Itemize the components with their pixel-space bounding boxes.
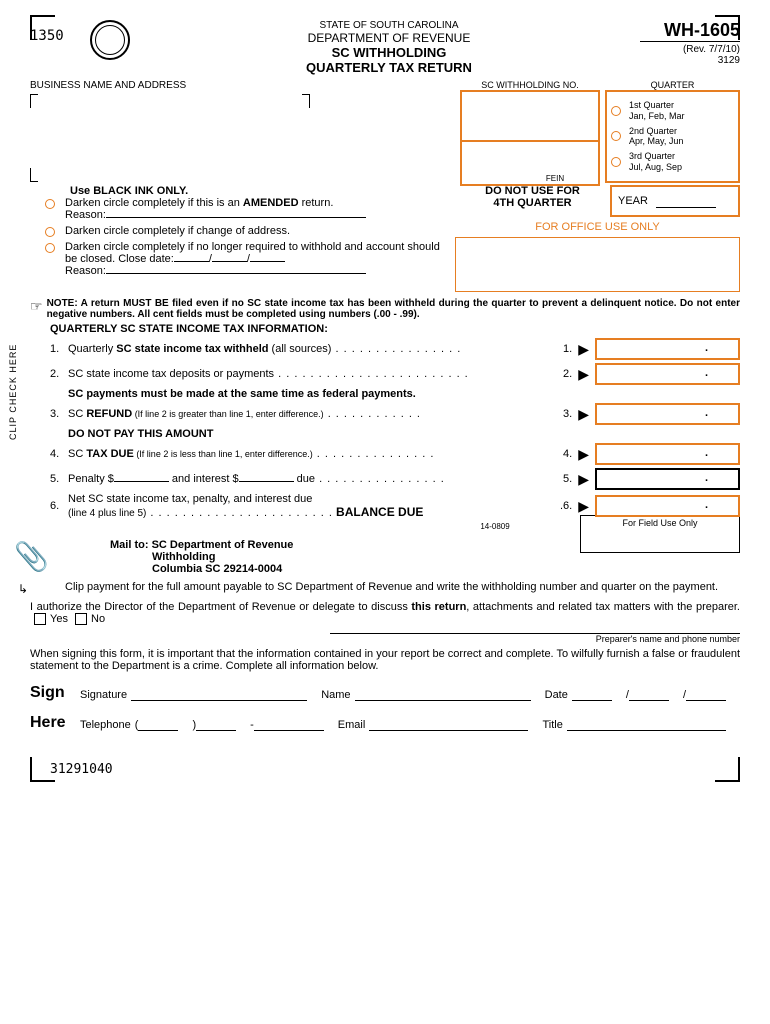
authorization-text: I authorize the Director of the Departme… — [30, 601, 740, 625]
radio-icon[interactable] — [611, 157, 621, 167]
interest-input[interactable] — [239, 481, 294, 482]
field-use-box: For Field Use Only — [580, 515, 740, 553]
address-change-option[interactable]: Darken circle completely if change of ad… — [30, 225, 455, 237]
line-2-note: SC payments must be made at the same tim… — [68, 388, 740, 400]
state-name: STATE OF SOUTH CAROLINA — [138, 20, 640, 31]
tel-input[interactable] — [138, 715, 178, 731]
penalty-input[interactable] — [114, 481, 169, 482]
arrow-icon: ▶ — [578, 366, 589, 383]
arrow-icon: ▶ — [578, 498, 589, 515]
here-label: Here — [30, 714, 80, 732]
fein-label: FEIN — [510, 174, 600, 183]
reason-input[interactable] — [106, 273, 366, 274]
radio-icon[interactable] — [45, 199, 55, 209]
do-not-use-2: 4TH QUARTER — [455, 197, 610, 209]
date-input[interactable] — [572, 685, 612, 701]
line-4: 4. SC TAX DUE (If line 2 is less than li… — [50, 443, 740, 465]
corner-mark — [30, 15, 55, 40]
form-title-2: QUARTERLY TAX RETURN — [138, 60, 640, 75]
bottom-code: 31291040 — [50, 762, 740, 777]
paperclip-icon: 📎 — [14, 540, 49, 573]
name-input[interactable] — [355, 685, 531, 701]
reason-input[interactable] — [106, 217, 366, 218]
quarter-option-3[interactable]: 3rd QuarterJul, Aug, Sep — [611, 151, 734, 173]
form-header: 1350 STATE OF SOUTH CAROLINA DEPARTMENT … — [30, 20, 740, 75]
signature-row-1: Sign Signature Name Date// — [30, 684, 740, 702]
close-account-option[interactable]: Darken circle completely if no longer re… — [30, 241, 455, 277]
line-6-amount[interactable]: . — [595, 495, 740, 517]
line-4-amount[interactable]: . — [595, 443, 740, 465]
dept-name: DEPARTMENT OF REVENUE — [138, 31, 640, 45]
arrow-icon: ▶ — [578, 406, 589, 423]
amended-option[interactable]: Darken circle completely if this is an A… — [30, 197, 455, 221]
revision: (Rev. 7/7/10) — [683, 44, 740, 55]
bracket-mark — [30, 94, 38, 108]
year-input[interactable] — [656, 194, 716, 208]
ink-heading: Use BLACK INK ONLY. — [70, 185, 455, 197]
quarter-select-box: 1st QuarterJan, Feb, Mar 2nd QuarterApr,… — [605, 90, 740, 183]
radio-icon[interactable] — [611, 106, 621, 116]
quarterly-heading: QUARTERLY SC STATE INCOME TAX INFORMATIO… — [50, 323, 740, 335]
withholding-label: SC WITHHOLDING NO. — [460, 80, 600, 90]
do-not-use-1: DO NOT USE FOR — [455, 185, 610, 197]
radio-icon[interactable] — [45, 227, 55, 237]
line-1-amount[interactable]: . — [595, 338, 740, 360]
line-3: 3. SC REFUND (If line 2 is greater than … — [50, 403, 740, 425]
business-section: BUSINESS NAME AND ADDRESS — [30, 80, 460, 185]
arrow-icon: ▶ — [578, 341, 589, 358]
line-2: 2. SC state income tax deposits or payme… — [50, 363, 740, 385]
year-input-box[interactable]: YEAR — [610, 185, 740, 217]
no-checkbox[interactable] — [75, 613, 87, 625]
close-date-input[interactable] — [174, 261, 209, 262]
clip-check-label: CLIP CHECK HERE — [8, 344, 18, 440]
arrow-icon: ▶ — [578, 446, 589, 463]
radio-icon[interactable] — [45, 243, 55, 253]
corner-mark — [715, 757, 740, 782]
line-5: 5. Penalty $ and interest $ due . . . . … — [50, 468, 740, 490]
email-input[interactable] — [369, 715, 528, 731]
line-3-note: DO NOT PAY THIS AMOUNT — [68, 428, 740, 440]
line-5-amount[interactable]: . — [595, 468, 740, 490]
pointer-icon: ☞ — [30, 298, 43, 315]
bracket-mark — [302, 94, 310, 108]
corner-mark — [30, 757, 55, 782]
arrow-icon: ↳ — [18, 582, 28, 596]
line-1: 1. Quarterly SC state income tax withhel… — [50, 338, 740, 360]
note-text: NOTE: A return MUST BE filed even if no … — [47, 298, 740, 320]
office-use-label: FOR OFFICE USE ONLY — [455, 221, 740, 233]
form-code: 3129 — [718, 55, 740, 66]
header-title-block: STATE OF SOUTH CAROLINA DEPARTMENT OF RE… — [138, 20, 640, 75]
quarter-option-2[interactable]: 2nd QuarterApr, May, Jun — [611, 126, 734, 148]
title-input[interactable] — [567, 715, 726, 731]
radio-icon[interactable] — [611, 131, 621, 141]
signature-input[interactable] — [131, 685, 307, 701]
yes-checkbox[interactable] — [34, 613, 46, 625]
office-use-box — [455, 237, 740, 292]
line-2-amount[interactable]: . — [595, 363, 740, 385]
balance-due-label: BALANCE DUE — [336, 505, 423, 519]
form-title-1: SC WITHHOLDING — [138, 45, 640, 60]
signature-row-2: Here Telephone ()- Email Title — [30, 714, 740, 732]
sign-label: Sign — [30, 684, 80, 702]
clip-instructions: Clip payment for the full amount payable… — [65, 581, 740, 593]
state-seal-icon — [90, 20, 130, 60]
withholding-box[interactable] — [460, 90, 600, 186]
line-3-amount[interactable]: . — [595, 403, 740, 425]
business-label: BUSINESS NAME AND ADDRESS — [30, 80, 460, 91]
line-6: 6. Net SC state income tax, penalty, and… — [50, 493, 740, 519]
quarter-label: QUARTER — [605, 80, 740, 90]
signing-warning: When signing this form, it is important … — [30, 648, 740, 672]
quarter-option-1[interactable]: 1st QuarterJan, Feb, Mar — [611, 100, 734, 122]
arrow-icon: ▶ — [578, 471, 589, 488]
corner-mark — [715, 15, 740, 40]
bracket-mark — [30, 168, 38, 182]
preparer-line: Preparer's name and phone number — [330, 633, 740, 644]
